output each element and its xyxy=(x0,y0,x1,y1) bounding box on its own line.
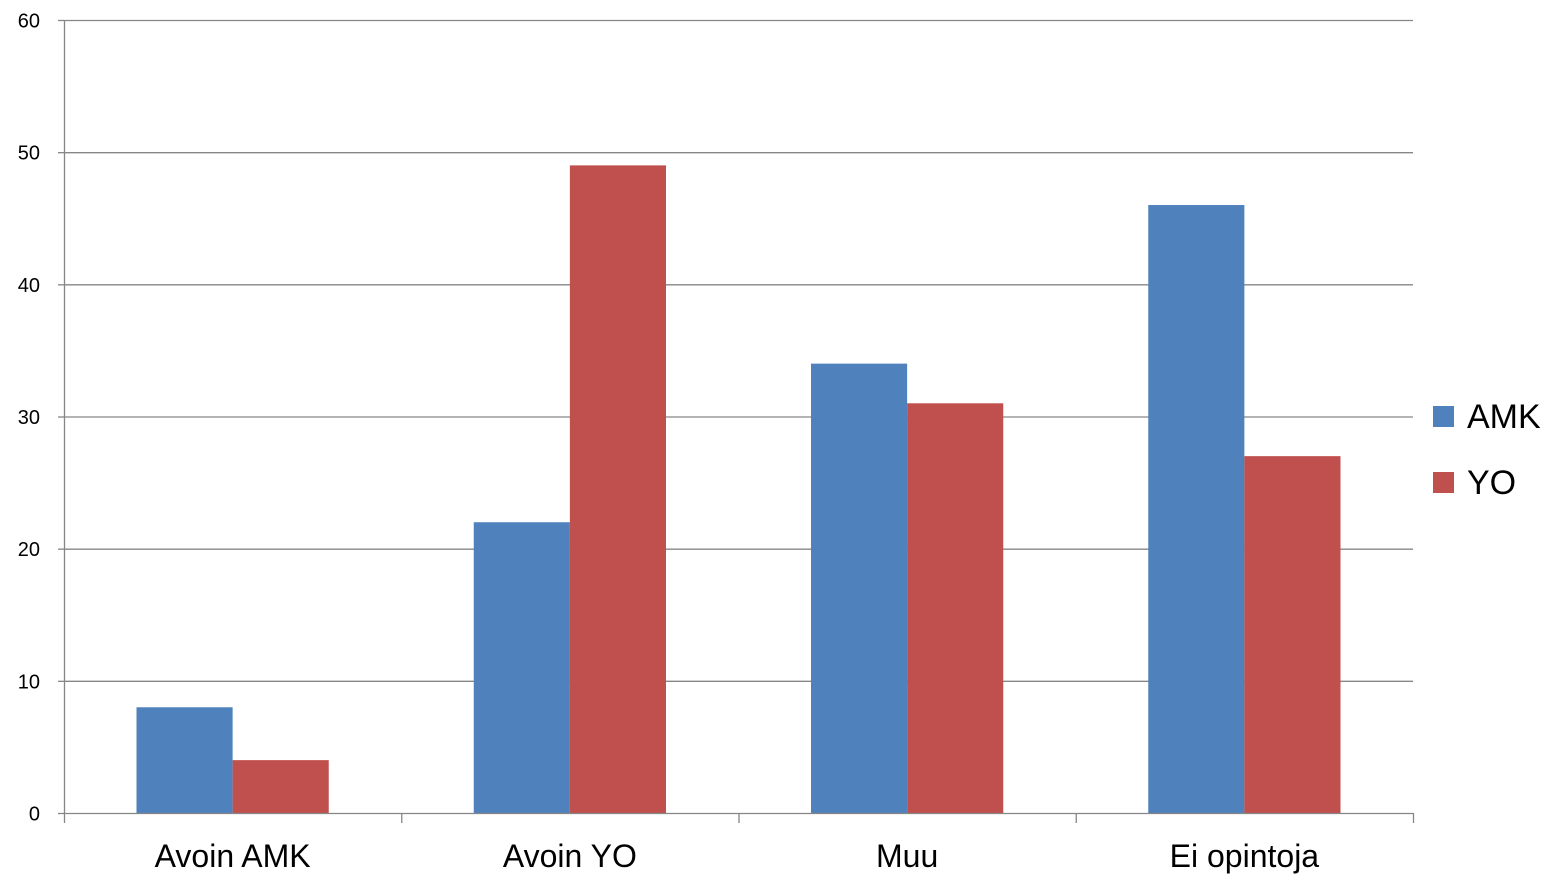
bars xyxy=(136,165,1341,814)
bar-amk-ei-opintoja xyxy=(1148,205,1245,814)
y-tick-label: 60 xyxy=(18,11,40,33)
legend-swatch-yo xyxy=(1433,472,1454,493)
x-category-label: Muu xyxy=(876,838,938,874)
bar-yo-avoin-amk xyxy=(232,760,329,813)
legend-label-amk: AMK xyxy=(1467,398,1541,436)
x-category-label: Avoin YO xyxy=(503,838,637,874)
axes xyxy=(58,19,1415,823)
bar-amk-avoin-amk xyxy=(136,707,233,813)
y-tick-label: 0 xyxy=(29,804,40,826)
y-tick-label: 50 xyxy=(18,143,40,165)
bar-amk-muu xyxy=(811,363,908,813)
legend-label-yo: YO xyxy=(1467,464,1516,502)
y-tick-labels: 0 10 20 30 40 50 60 xyxy=(18,11,40,826)
x-tick-labels: Avoin AMK Avoin YO Muu Ei opintoja xyxy=(155,838,1320,874)
y-tick-label: 30 xyxy=(18,407,40,429)
legend: AMK YO xyxy=(1433,398,1541,502)
x-category-label: Avoin AMK xyxy=(155,838,311,874)
x-category-label: Ei opintoja xyxy=(1170,838,1320,874)
bar-yo-avoin-yo xyxy=(569,165,666,814)
y-tick-label: 10 xyxy=(18,671,40,693)
bar-yo-muu xyxy=(907,403,1004,813)
bar-yo-ei-opintoja xyxy=(1244,456,1341,813)
legend-swatch-amk xyxy=(1433,406,1454,427)
y-tick-label: 40 xyxy=(18,275,40,297)
bar-amk-avoin-yo xyxy=(473,522,570,813)
y-tick-label: 20 xyxy=(18,539,40,561)
